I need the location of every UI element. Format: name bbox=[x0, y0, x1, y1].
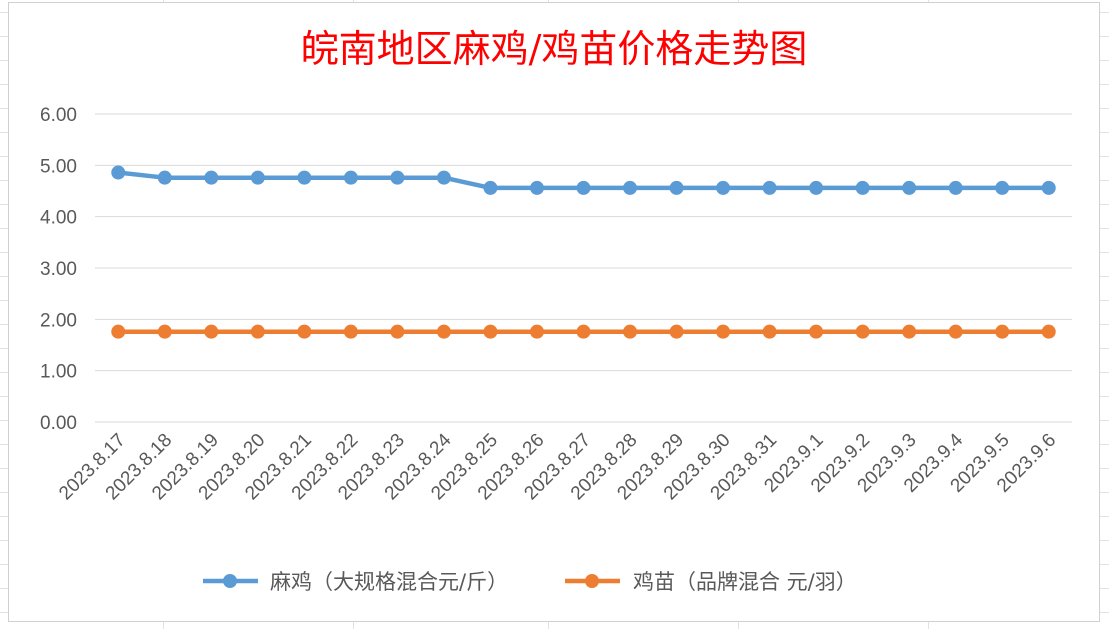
y-tick-label: 4.00 bbox=[40, 208, 77, 229]
data-point bbox=[250, 170, 265, 185]
data-point bbox=[529, 180, 544, 195]
data-point bbox=[390, 170, 405, 185]
data-point bbox=[204, 324, 219, 339]
data-point bbox=[809, 324, 824, 339]
legend-item: 鸡苗（品牌混合 元/羽） bbox=[565, 570, 857, 594]
data-point bbox=[809, 180, 824, 195]
data-point bbox=[995, 180, 1010, 195]
y-tick-label: 1.00 bbox=[40, 362, 77, 383]
data-point bbox=[669, 324, 684, 339]
data-point bbox=[483, 324, 498, 339]
series-layer bbox=[111, 165, 1056, 339]
data-point bbox=[762, 324, 777, 339]
y-tick-label: 3.00 bbox=[40, 259, 77, 280]
legend-item: 麻鸡（大规格混合元/斤） bbox=[203, 570, 508, 594]
data-point bbox=[902, 180, 917, 195]
data-point bbox=[436, 324, 451, 339]
legend: 麻鸡（大规格混合元/斤） 鸡苗（品牌混合 元/羽） bbox=[203, 570, 857, 594]
y-tick-label: 6.00 bbox=[40, 105, 77, 126]
data-point bbox=[716, 180, 731, 195]
data-point bbox=[250, 324, 265, 339]
data-point bbox=[1041, 324, 1056, 339]
data-point bbox=[111, 324, 126, 339]
data-point bbox=[157, 170, 172, 185]
data-point bbox=[855, 180, 870, 195]
legend-label: 鸡苗（品牌混合 元/羽） bbox=[633, 570, 857, 594]
x-axis-tick-labels: 2023.8.172023.8.182023.8.192023.8.202023… bbox=[55, 429, 1060, 504]
data-point bbox=[390, 324, 405, 339]
data-point bbox=[343, 170, 358, 185]
data-point bbox=[111, 165, 126, 180]
data-point bbox=[902, 324, 917, 339]
data-point bbox=[762, 180, 777, 195]
legend-marker-icon bbox=[223, 574, 237, 588]
y-axis-tick-labels: 0.00 1.00 2.00 3.00 4.00 5.00 6.00 bbox=[40, 105, 77, 434]
data-point bbox=[436, 170, 451, 185]
data-point bbox=[297, 170, 312, 185]
data-point bbox=[948, 324, 963, 339]
gridlines bbox=[95, 113, 1072, 423]
y-tick-label: 0.00 bbox=[40, 413, 77, 434]
data-point bbox=[343, 324, 358, 339]
data-point bbox=[529, 324, 544, 339]
data-point bbox=[995, 324, 1010, 339]
series-1 bbox=[111, 165, 1056, 195]
chart-frame[interactable] bbox=[8, 2, 1100, 622]
chart-title: 皖南地区麻鸡/鸡苗价格走势图 bbox=[301, 27, 808, 71]
data-point bbox=[576, 180, 591, 195]
data-point bbox=[204, 170, 219, 185]
legend-label: 麻鸡（大规格混合元/斤） bbox=[270, 570, 508, 594]
data-point bbox=[948, 180, 963, 195]
data-point bbox=[623, 324, 638, 339]
data-point bbox=[297, 324, 312, 339]
y-tick-label: 5.00 bbox=[40, 156, 77, 177]
data-point bbox=[623, 180, 638, 195]
series-2 bbox=[111, 324, 1056, 339]
legend-marker-icon bbox=[585, 574, 599, 588]
y-tick-label: 2.00 bbox=[40, 310, 77, 331]
data-point bbox=[576, 324, 591, 339]
data-point bbox=[1041, 180, 1056, 195]
data-point bbox=[483, 180, 498, 195]
data-point bbox=[716, 324, 731, 339]
data-point bbox=[669, 180, 684, 195]
data-point bbox=[157, 324, 172, 339]
data-point bbox=[855, 324, 870, 339]
